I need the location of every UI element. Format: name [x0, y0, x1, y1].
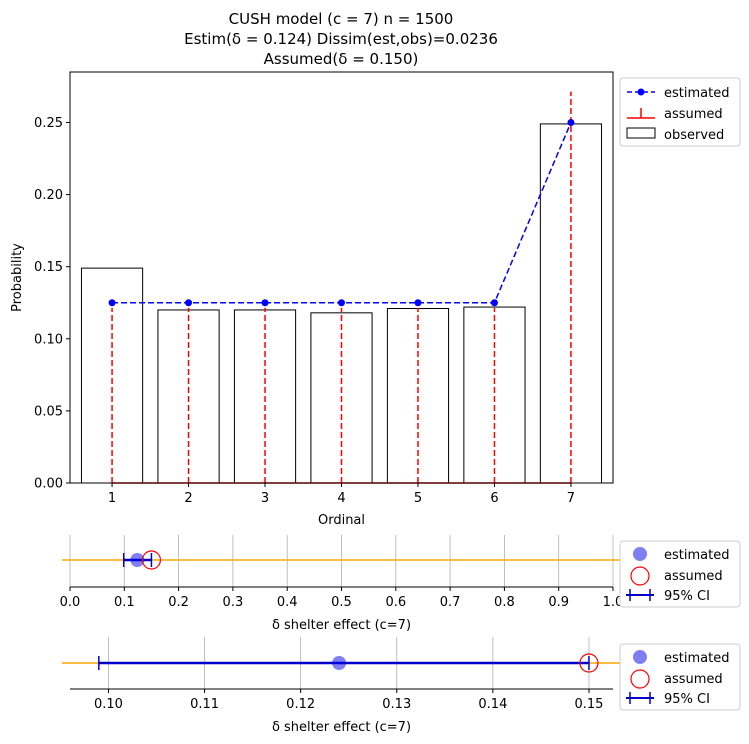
delta-zoom-legend-ci-label: 95% CI — [664, 692, 710, 707]
delta-zoom-legend-assumed-label: assumed — [664, 672, 723, 687]
assumed-stems — [111, 91, 572, 484]
x-tick-label-1: 1 — [108, 491, 116, 506]
y-tick-label-0.00: 0.00 — [34, 477, 63, 492]
delta-full-estimated-point — [130, 553, 145, 567]
legend-assumed-label: assumed — [664, 107, 723, 122]
delta-zoom-legend-assumed-marker — [630, 669, 650, 689]
main-legend: estimated assumed observed — [619, 77, 741, 147]
delta-full-legend-estimated-marker — [633, 547, 647, 561]
delta-full-legend-estimated-label: estimated — [664, 548, 729, 563]
estimated-point-1 — [108, 299, 116, 307]
delta-full-legend: estimated assumed 95% CI — [619, 540, 741, 608]
delta-full-tick-label-0.5: 0.5 — [331, 595, 352, 610]
title-line-1: CUSH model (c = 7) n = 1500 — [229, 10, 454, 28]
x-axis-ticks: 1 2 3 4 5 6 7 — [108, 483, 575, 506]
delta-full-tick-label-1.0: 1.0 — [603, 595, 624, 610]
observed-bar-7 — [539, 123, 603, 484]
delta-full-tick-label-0.7: 0.7 — [440, 595, 461, 610]
x-tick-label-4: 4 — [337, 491, 345, 506]
delta-zoom-tick-label-0.15: 0.15 — [574, 697, 603, 712]
delta-full-tick-label-0.4: 0.4 — [277, 595, 298, 610]
estimated-series-line — [112, 122, 572, 304]
delta-full-tick-label-0.8: 0.8 — [494, 595, 515, 610]
main-legend-box — [619, 77, 741, 147]
y-tick-label-0.05: 0.05 — [34, 404, 63, 419]
delta-zoom-assumed-point — [579, 653, 599, 673]
delta-full-tick-label-0.3: 0.3 — [223, 595, 244, 610]
delta-full-tick-label-0.1: 0.1 — [114, 595, 135, 610]
legend-estimated-marker — [637, 88, 645, 96]
y-tick-label-0.20: 0.20 — [34, 188, 63, 203]
y-axis-ticks: 0.00 0.05 0.10 0.15 0.20 0.25 — [34, 116, 70, 492]
estimated-point-7 — [567, 118, 575, 126]
delta-full-tick-label-0.2: 0.2 — [168, 595, 189, 610]
y-tick-label-0.25: 0.25 — [34, 116, 63, 131]
delta-zoom-tick-label-0.14: 0.14 — [478, 697, 507, 712]
delta-zoom-x-axis-label: δ shelter effect (c=7) — [272, 720, 411, 735]
delta-zoom-legend-estimated-marker — [633, 650, 647, 664]
title-line-2: Estim(δ = 0.124) Dissim(est,obs)=0.0236 — [184, 30, 498, 48]
delta-zoom-tick-label-0.13: 0.13 — [382, 697, 411, 712]
x-tick-label-5: 5 — [414, 491, 422, 506]
x-tick-label-6: 6 — [490, 491, 498, 506]
main-plot: 1 2 3 4 5 6 7 0.00 0.05 0.10 0.15 0.20 0.25 Ordinal… — [10, 71, 614, 528]
y-tick-label-0.15: 0.15 — [34, 260, 63, 275]
delta-full-legend-assumed-marker — [630, 566, 650, 586]
estimated-point-5 — [414, 299, 422, 307]
delta-zoom-legend-estimated-label: estimated — [664, 651, 729, 666]
delta-full-tick-label-0.0: 0.0 — [60, 595, 81, 610]
x-axis-label: Ordinal — [318, 513, 365, 528]
delta-zoom-estimated-point — [332, 656, 347, 670]
estimated-point-4 — [338, 299, 345, 307]
delta-zoom-legend: estimated assumed 95% CI — [619, 643, 741, 711]
estimated-line — [108, 118, 575, 307]
delta-zoom-tick-label-0.12: 0.12 — [286, 697, 315, 712]
delta-zoom-tick-label-0.10: 0.10 — [94, 697, 123, 712]
title-line-3: Assumed(δ = 0.150) — [264, 50, 419, 68]
delta-zoom-plot: 0.10 0.11 0.12 0.13 0.14 0.15 δ shelter effect… — [62, 637, 621, 735]
legend-estimated-label: estimated — [664, 86, 729, 101]
delta-full-legend-ci-label: 95% CI — [664, 589, 710, 604]
main-plot-frame — [69, 71, 614, 484]
y-axis-label: Probability — [10, 243, 25, 312]
delta-full-assumed-point — [141, 550, 162, 570]
delta-full-tick-label-0.9: 0.9 — [548, 595, 569, 610]
estimated-point-3 — [261, 299, 269, 307]
delta-full-tick-label-0.6: 0.6 — [385, 595, 406, 610]
legend-observed-swatch — [626, 127, 656, 139]
estimated-point-6 — [490, 299, 498, 307]
chart-title: CUSH model (c = 7) n = 1500 Estim(δ = 0.1… — [184, 10, 498, 68]
delta-full-legend-assumed-label: assumed — [664, 569, 723, 584]
estimated-point-2 — [185, 299, 193, 307]
legend-observed-label: observed — [664, 128, 724, 143]
delta-full-plot: 0.0 0.1 0.2 0.3 0.4 0.5 0.6 0.7 0.8 0.9 1.0 δ shelt… — [60, 535, 624, 633]
delta-zoom-tick-label-0.11: 0.11 — [190, 697, 219, 712]
delta-full-x-axis-label: δ shelter effect (c=7) — [272, 618, 411, 633]
x-tick-label-3: 3 — [261, 491, 269, 506]
y-tick-label-0.10: 0.10 — [34, 332, 63, 347]
x-tick-label-7: 7 — [567, 491, 575, 506]
x-tick-label-2: 2 — [184, 491, 192, 506]
